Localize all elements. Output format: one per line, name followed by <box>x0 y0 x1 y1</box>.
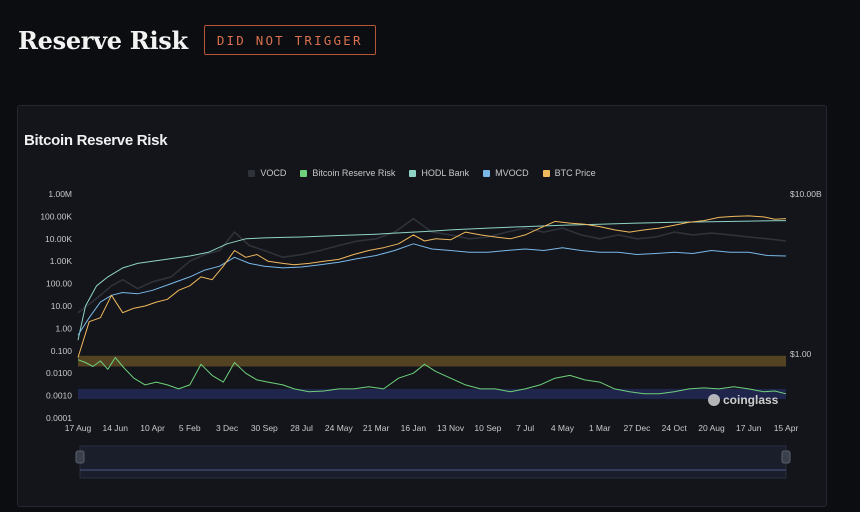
legend-swatch <box>483 169 491 177</box>
y-tick-label: 1.00 <box>55 323 72 333</box>
navigator-track <box>79 445 787 479</box>
chart-card: Bitcoin Reserve Risk VOCD Bitcoin Reserve… <box>17 105 827 507</box>
y-tick-label: 100.00K <box>40 211 72 221</box>
legend-label: Bitcoin Reserve Risk <box>312 168 396 178</box>
legend-item[interactable]: Bitcoin Reserve Risk <box>300 168 395 178</box>
status-badge: DID NOT TRIGGER <box>203 25 376 55</box>
zone-band <box>78 388 786 400</box>
x-tick-label: 10 Sep <box>474 423 501 433</box>
x-tick-label: 3 Dec <box>216 423 239 433</box>
coinglass-logo-icon <box>708 394 720 406</box>
y-tick-label: 10.00 <box>51 301 73 311</box>
x-tick-label: 28 Jul <box>290 423 313 433</box>
range-navigator <box>75 445 791 479</box>
legend-label: BTC Price <box>554 168 596 178</box>
x-tick-label: 21 Mar <box>363 423 390 433</box>
coinglass-logo: coinglass <box>708 393 779 407</box>
navigator-handle[interactable] <box>75 450 85 464</box>
y-tick-label: 0.0100 <box>46 368 72 378</box>
series-line <box>77 243 787 336</box>
x-tick-label: 27 Dec <box>623 423 651 433</box>
chart-svg: 1.00M 100.00K 10.00K 1.00K 100.00 10.00 1.00 0.… <box>40 189 822 479</box>
navigator-handle[interactable] <box>781 450 791 464</box>
chart-title: Bitcoin Reserve Risk <box>24 132 168 149</box>
y-tick-label: 0.0001 <box>46 413 72 423</box>
legend-item[interactable]: VOCD <box>248 168 286 178</box>
y2-tick-label: $1.00 <box>790 349 812 359</box>
legend-swatch <box>409 169 417 177</box>
x-tick-label: 16 Jan <box>401 423 427 433</box>
page-header: Reserve Risk DID NOT TRIGGER <box>18 22 376 58</box>
legend-item[interactable]: BTC Price <box>542 168 596 178</box>
x-tick-label: 24 May <box>325 423 354 433</box>
x-tick-label: 13 Nov <box>437 423 465 433</box>
page-title: Reserve Risk <box>18 25 188 55</box>
y-tick-label: 0.0010 <box>46 391 72 401</box>
x-tick-label: 17 Aug <box>65 423 92 433</box>
y2-tick-label: $10.00B <box>790 189 822 199</box>
legend-swatch <box>248 169 256 177</box>
x-tick-label: 30 Sep <box>251 423 278 433</box>
legend-item[interactable]: HODL Bank <box>409 168 469 178</box>
zone-band <box>78 355 786 367</box>
x-tick-label: 24 Oct <box>662 423 688 433</box>
x-tick-label: 4 May <box>551 423 575 433</box>
series-line <box>77 220 787 341</box>
y-tick-label: 1.00K <box>50 256 73 266</box>
legend-swatch <box>542 169 550 177</box>
y-tick-label: 0.100 <box>51 346 73 356</box>
x-tick-label: 17 Jun <box>736 423 762 433</box>
x-tick-label: 15 Apr <box>774 423 799 433</box>
x-tick-label: 20 Aug <box>698 423 725 433</box>
series-line <box>77 215 787 358</box>
legend-item[interactable]: MVOCD <box>483 168 529 178</box>
x-tick-label: 10 Apr <box>140 423 165 433</box>
x-tick-label: 7 Jul <box>516 423 534 433</box>
legend-label: MVOCD <box>495 168 529 178</box>
legend-label: HODL Bank <box>421 168 470 178</box>
y-tick-label: 10.00K <box>45 234 72 244</box>
legend-label: VOCD <box>260 168 287 178</box>
y-tick-label: 1.00M <box>48 189 72 199</box>
x-tick-label: 1 Mar <box>589 423 611 433</box>
x-tick-label: 14 Jun <box>102 423 128 433</box>
y-tick-label: 100.00 <box>46 279 72 289</box>
series-line <box>77 357 787 395</box>
legend-swatch <box>300 169 308 177</box>
chart-legend: VOCD Bitcoin Reserve Risk HODL Bank MVOCD BT… <box>18 168 826 178</box>
coinglass-watermark: coinglass <box>723 393 779 407</box>
series-line <box>77 217 787 314</box>
x-tick-label: 5 Feb <box>179 423 201 433</box>
